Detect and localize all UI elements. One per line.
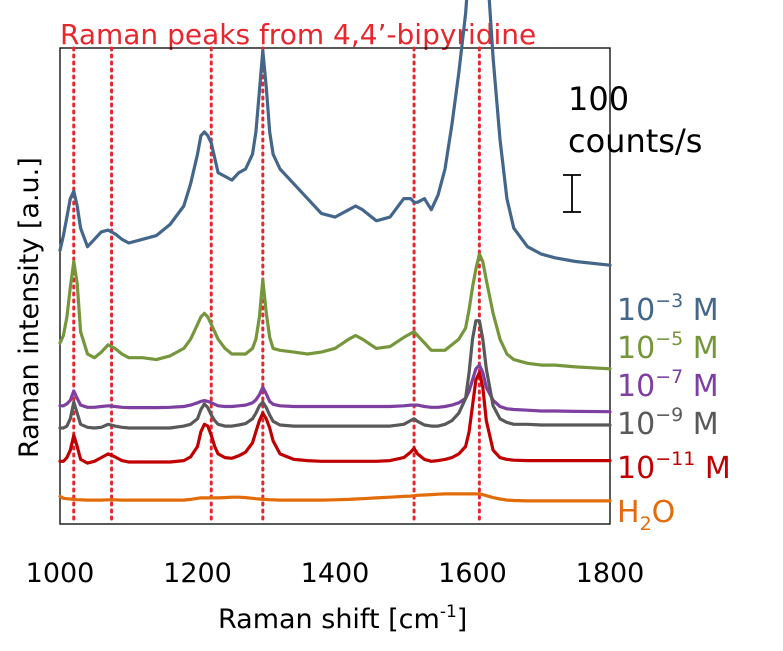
series-label-1: 10−3 M (617, 290, 719, 328)
chart-title: Raman peaks from 4,4’-bipyridine (60, 18, 536, 51)
y-axis-label: Raman intensity [a.u.] (14, 157, 45, 458)
scale-bar: 100 counts/s (563, 80, 702, 213)
plot-frame (59, 47, 611, 525)
series-line-3 (58, 363, 612, 414)
series-line-4 (58, 319, 612, 430)
x-tick-1200: 1200 (163, 558, 232, 589)
x-tick-1600: 1600 (438, 558, 507, 589)
x-tick-1400: 1400 (301, 558, 370, 589)
x-tick-labels: 1000 1200 1400 1600 1800 (26, 558, 645, 589)
x-axis-label: Raman shift [cm-1] (218, 602, 467, 635)
series-line-2 (58, 252, 612, 371)
series-lines (58, 0, 612, 503)
series-line-1 (58, 0, 612, 267)
series-label-4: 10−9 M (617, 404, 719, 442)
series-label-5: 10−11 M (617, 448, 731, 486)
series-label-3: 10−7 M (617, 366, 719, 404)
x-tick-1800: 1800 (576, 558, 645, 589)
x-tick-1000: 1000 (26, 558, 95, 589)
scale-bar-value: 100 (568, 80, 629, 118)
series-label-6: H2O (617, 495, 675, 535)
series-line-6 (58, 492, 612, 503)
scale-bar-unit: counts/s (568, 122, 702, 160)
series-line-5 (58, 370, 612, 465)
series-labels: 10−3 M10−5 M10−7 M10−9 M 10−11 M H2O (617, 290, 731, 535)
series-label-2: 10−5 M (617, 328, 719, 366)
